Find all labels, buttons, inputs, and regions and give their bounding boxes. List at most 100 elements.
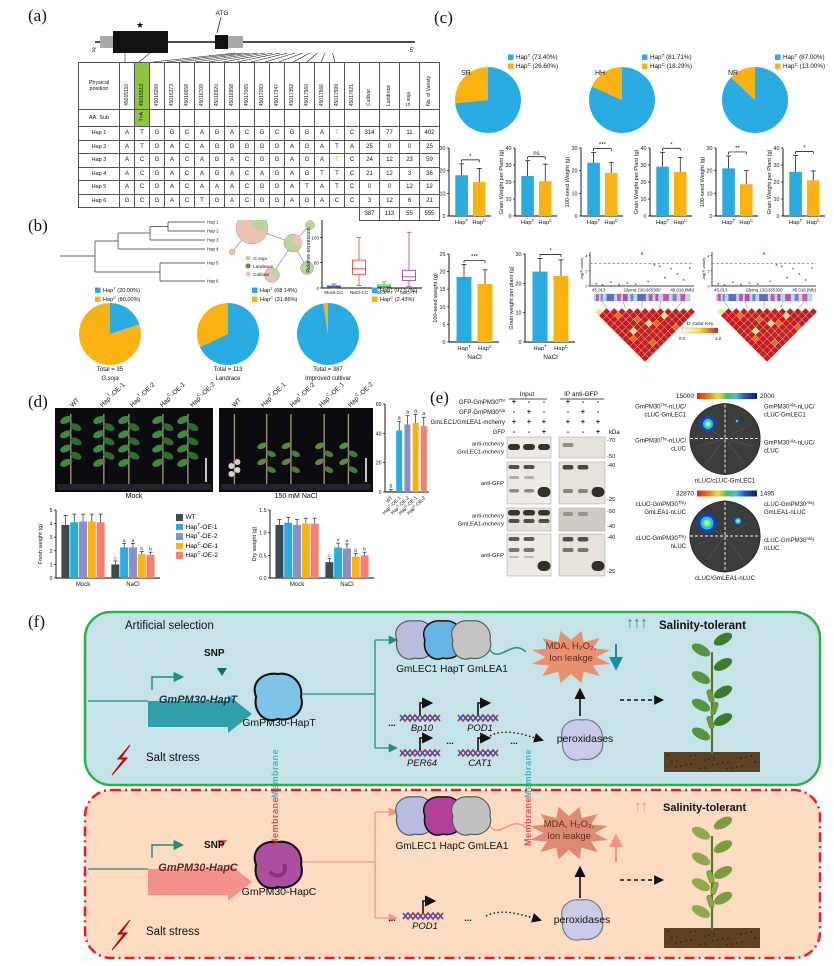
stat-letter: b [149, 547, 152, 553]
exon-box-2 [215, 35, 228, 49]
network-legend-label: Landrace [253, 264, 273, 270]
gene-track-segment [722, 294, 725, 301]
pie-slice [297, 303, 360, 365]
leaf [713, 891, 733, 905]
scale-min-label: 2000 [760, 393, 775, 400]
y-tick-label: 20 [707, 169, 713, 175]
plus-minus: + [566, 417, 571, 426]
line [216, 16, 222, 34]
leaf [713, 816, 733, 830]
ld-connector [601, 300, 607, 309]
gene-track-segment [595, 294, 599, 301]
leaf [691, 727, 711, 741]
y-tick-label: 10 [774, 197, 780, 203]
soil-texture [680, 765, 682, 767]
plant-photo [219, 408, 373, 492]
blot-band [509, 476, 519, 479]
pot-tray [57, 484, 211, 490]
bar [477, 283, 493, 342]
snp-dot [682, 279, 685, 281]
leaf [348, 450, 358, 458]
y-tick-label: 4 [707, 254, 709, 258]
soil-texture [754, 937, 756, 939]
soil-texture [750, 931, 752, 933]
fan-line [332, 52, 336, 63]
gene-track-segment [785, 294, 791, 301]
scale-max-label: 15000 [676, 393, 694, 400]
leaf [348, 466, 358, 474]
fan-line [138, 52, 151, 63]
group-label: NaCl [340, 582, 353, 588]
x-tick-label: 45.013 [592, 288, 606, 293]
snp-dot [775, 263, 778, 266]
haplotype-table: Physical position 45015110 45015513 45016289… [78, 62, 440, 221]
legend-swatch [508, 54, 514, 60]
luc-quadrant-label: cLUC-GmPM30Thr/ [636, 500, 687, 508]
y-tick-label: 40 [641, 146, 647, 152]
y-tick-label: 20 [376, 461, 382, 467]
stress-burst-top [531, 630, 611, 684]
box-category-label: Mock-CC [324, 290, 344, 295]
snp-dot [663, 276, 666, 279]
x-tick-label: HapT [722, 218, 736, 226]
luc-quadrant-label: nLUC [764, 546, 780, 552]
kda-label: kDa [609, 430, 620, 436]
gene-track-segment [630, 294, 634, 301]
snp-dot [626, 282, 629, 284]
soil-texture [754, 761, 756, 763]
snp-dot [740, 283, 743, 286]
exon-box [113, 31, 168, 53]
soil-texture [694, 754, 696, 756]
soil-texture [675, 766, 677, 768]
leaf [93, 416, 105, 424]
legend-label: HapC (26.60%) [516, 62, 558, 70]
soil-texture [717, 763, 719, 765]
utr-box-2 [228, 36, 243, 48]
gene-track-segment [637, 294, 646, 301]
soil-texture [727, 937, 729, 939]
y-tick-label: 100 [311, 235, 319, 240]
significance-label: ns [533, 151, 539, 157]
leaf [713, 865, 733, 879]
y-tick-label: 0.0 [259, 576, 266, 582]
wilted-leaf [228, 463, 235, 469]
legend-label: HapC (13.00%) [783, 62, 825, 70]
photo-caption: Mock [125, 493, 143, 500]
soil-texture [722, 762, 724, 764]
bar [310, 523, 319, 578]
legend-swatch [176, 533, 183, 540]
bar [87, 521, 96, 578]
x-tick-label: HapC [538, 218, 552, 226]
blot-band [562, 548, 574, 552]
scale-min-label: 1495 [760, 491, 775, 498]
leaf [128, 451, 140, 460]
connector-squiggle [489, 646, 527, 656]
bar [806, 180, 820, 216]
mw-marker: -40 [607, 535, 615, 541]
soil-texture [699, 768, 701, 770]
y-tick-label: 10 [516, 311, 522, 317]
luc-quadrant-label: nLUC [671, 544, 687, 550]
pie-slice [79, 303, 141, 365]
luc-caption: cLUC/GmLEA1-nLUC [695, 575, 756, 582]
leaf [162, 423, 174, 432]
y-tick-label: 2 [707, 269, 709, 273]
soil-texture [727, 761, 729, 763]
bar [420, 426, 427, 492]
y-tick-label: 20 [641, 180, 647, 186]
up-arrows-bottom: ↑↑ [634, 798, 648, 815]
soil-texture [690, 763, 692, 765]
snp-dot [595, 282, 598, 285]
leaf [118, 416, 130, 424]
blot-band [524, 556, 534, 558]
leaf [103, 451, 115, 460]
dna-strand [457, 748, 499, 758]
soil-texture [731, 767, 733, 769]
leaf [70, 437, 82, 446]
mw-marker: -50 [607, 509, 615, 515]
lightning-bolt-icon [111, 744, 131, 776]
y-tick-label: 0 [50, 576, 53, 582]
y-tick-label: 1 [50, 562, 53, 568]
x-tick-label: HapC [472, 218, 486, 226]
tape-mark [289, 460, 293, 463]
